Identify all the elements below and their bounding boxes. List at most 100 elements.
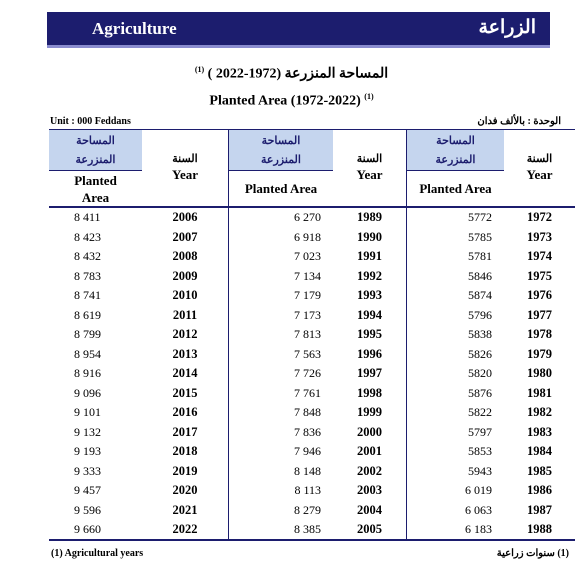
header-area-ar: المساحة المنزرعة (261, 135, 301, 166)
area-cell: 6 019 (465, 483, 492, 497)
area-cell: 7 726 (294, 366, 321, 380)
footnote-en: (1) Agricultural years (51, 548, 144, 559)
year-cell: 2017 (172, 424, 198, 439)
year-cell: 1989 (357, 210, 382, 224)
year-cell: 1976 (527, 288, 552, 302)
year-cell: 2022 (172, 522, 198, 536)
table-title-ar: المساحة المنزرعة (1972-2022 ) (1) (0, 65, 583, 83)
year-cell: 2001 (357, 444, 382, 458)
year-cell: 1990 (357, 229, 382, 244)
year-cell: 2010 (172, 288, 198, 302)
year-cell: 2002 (357, 463, 382, 478)
year-cell: 2009 (172, 268, 198, 283)
area-cell: 6 183 (465, 522, 492, 536)
header-area-en: Planted Area (49, 170, 142, 206)
table-title-en: Planted Area (1972-2022) (1) (0, 92, 583, 110)
year-cell: 1980 (527, 366, 552, 380)
title-ar-note: (1) (194, 65, 205, 74)
header-year-en: Year (172, 167, 198, 182)
year-cell: 2020 (172, 483, 198, 497)
header-area-ar: المساحة المنزرعة (435, 135, 476, 166)
area-cell: 9 596 (74, 502, 101, 517)
area-cell: 7 563 (294, 346, 321, 361)
area-cell: 5797 (468, 424, 492, 439)
year-cell: 1995 (357, 327, 382, 341)
year-cell: 1987 (527, 502, 552, 517)
section-banner: Agriculture الزراعة (47, 12, 550, 48)
year-cell: 2019 (172, 463, 198, 478)
header-area-2: المساحة المنزرعة Planted Area (229, 129, 333, 208)
year-cell: 1991 (357, 249, 382, 263)
area-cell: 6 270 (294, 210, 321, 224)
area-cell: 5874 (468, 288, 492, 302)
year-cell: 2011 (172, 307, 198, 322)
header-year-en: Year (526, 167, 553, 182)
area-cell: 5785 (468, 229, 492, 244)
header-year-3: السنة Year (504, 129, 575, 208)
header-area-en: Planted Area (229, 170, 333, 206)
header-year-ar: السنة (526, 153, 553, 165)
area-cell: 9 660 (74, 522, 101, 536)
area-column-1: 8 411 8 423 8 432 8 783 8 741 8 619 8 799 8 954… (49, 208, 142, 541)
area-cell: 8 279 (294, 502, 321, 517)
year-cell: 2008 (172, 249, 198, 263)
year-cell: 1975 (527, 268, 552, 283)
area-cell: 9 101 (74, 405, 101, 419)
year-cell: 1977 (527, 307, 552, 322)
area-cell: 7 813 (294, 327, 321, 341)
area-cell: 7 173 (294, 307, 321, 322)
year-cell: 1997 (357, 366, 382, 380)
year-cell: 1984 (527, 444, 552, 458)
year-cell: 1985 (527, 463, 552, 478)
area-cell: 8 783 (74, 268, 101, 283)
area-cell: 8 113 (294, 483, 321, 497)
area-cell: 8 423 (74, 229, 101, 244)
year-cell: 1994 (357, 307, 382, 322)
year-cell: 1978 (527, 327, 552, 341)
year-cell: 1982 (527, 405, 552, 419)
area-cell: 8 619 (74, 307, 101, 322)
year-cell: 2013 (172, 346, 198, 361)
area-cell: 8 432 (74, 249, 101, 263)
area-cell: 5826 (468, 346, 492, 361)
area-cell: 7 023 (294, 249, 321, 263)
year-cell: 1986 (527, 483, 552, 497)
year-cell: 2005 (357, 522, 382, 536)
year-cell: 2014 (172, 366, 198, 380)
year-cell: 2004 (357, 502, 382, 517)
area-cell: 8 741 (74, 288, 101, 302)
year-cell: 2012 (172, 327, 198, 341)
header-area-ar: المساحة المنزرعة (75, 135, 116, 166)
year-cell: 2016 (172, 405, 198, 419)
banner-title-en: Agriculture (92, 19, 177, 38)
area-column-3: 5772 5785 5781 5846 5874 5796 5838 5826 5820 5876… (407, 208, 504, 541)
area-cell: 5772 (468, 210, 492, 224)
year-cell: 1981 (527, 385, 552, 400)
header-area-3: المساحة المنزرعة Planted Area (407, 129, 504, 208)
area-cell: 8 385 (294, 522, 321, 536)
area-cell: 8 148 (294, 463, 321, 478)
title-en-note: (1) (364, 92, 374, 101)
unit-label-ar: الوحدة : بالألف فدان (477, 116, 561, 127)
header-area-en: Planted Area (407, 170, 504, 206)
year-cell: 1973 (527, 229, 552, 244)
area-cell: 6 063 (465, 502, 492, 517)
area-cell: 9 096 (74, 385, 101, 400)
header-area-1: المساحة المنزرعة Planted Area (49, 129, 142, 208)
area-cell: 9 457 (74, 483, 101, 497)
header-year-en: Year (356, 167, 383, 182)
year-cell: 1988 (527, 522, 552, 536)
area-cell: 5943 (468, 463, 492, 478)
header-year-ar: السنة (172, 153, 198, 165)
year-cell: 1974 (527, 249, 552, 263)
header-year-1: السنة Year (142, 129, 229, 208)
year-cell: 1972 (527, 210, 552, 224)
year-cell: 2000 (357, 424, 382, 439)
year-cell: 1983 (527, 424, 552, 439)
area-cell: 8 799 (74, 327, 101, 341)
year-cell: 2018 (172, 444, 198, 458)
unit-label-en: Unit : 000 Feddans (50, 116, 131, 127)
area-cell: 5846 (468, 268, 492, 283)
area-cell: 9 132 (74, 424, 101, 439)
area-cell: 7 761 (294, 385, 321, 400)
